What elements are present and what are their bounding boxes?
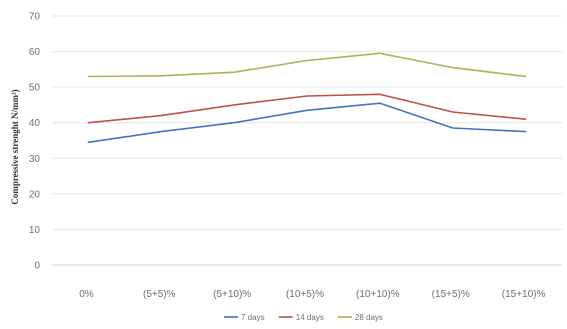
y-axis-title: Compressive strenght N/mm²) <box>10 89 20 204</box>
y-axis-ticks: 0 10 20 30 40 50 60 70 <box>29 12 41 272</box>
x-tick-label: (5+10)% <box>213 289 251 300</box>
x-tick-label: (5+5)% <box>143 289 176 300</box>
x-axis-ticks: 0% (5+5)% (5+10)% (10+5)% (10+10)% (15+5)% (15… <box>79 289 545 300</box>
legend-entry: 7 days <box>241 313 265 322</box>
x-tick-label: (15+10)% <box>502 289 546 300</box>
x-tick-label: (15+5)% <box>432 289 470 300</box>
y-tick-label: 40 <box>29 118 41 129</box>
series-line-7-days <box>87 102 527 144</box>
x-tick-label: (10+5)% <box>286 289 324 300</box>
legend-entry: 14 days <box>296 313 324 322</box>
gridlines <box>52 15 562 266</box>
y-tick-label: 50 <box>29 83 41 94</box>
series-lines <box>87 52 527 144</box>
y-tick-label: 20 <box>29 189 41 200</box>
legend: 7 days 14 days 28 days <box>224 313 383 322</box>
series-line-14-days <box>87 93 527 124</box>
y-tick-label: 0 <box>34 261 40 272</box>
legend-entry: 28 days <box>355 313 383 322</box>
y-tick-label: 30 <box>29 154 41 165</box>
series-line-28-days <box>87 52 527 78</box>
y-tick-label: 10 <box>29 225 41 236</box>
x-tick-label: 0% <box>79 289 94 300</box>
y-tick-label: 70 <box>29 12 41 23</box>
y-tick-label: 60 <box>29 47 41 58</box>
x-tick-label: (10+10)% <box>356 289 400 300</box>
